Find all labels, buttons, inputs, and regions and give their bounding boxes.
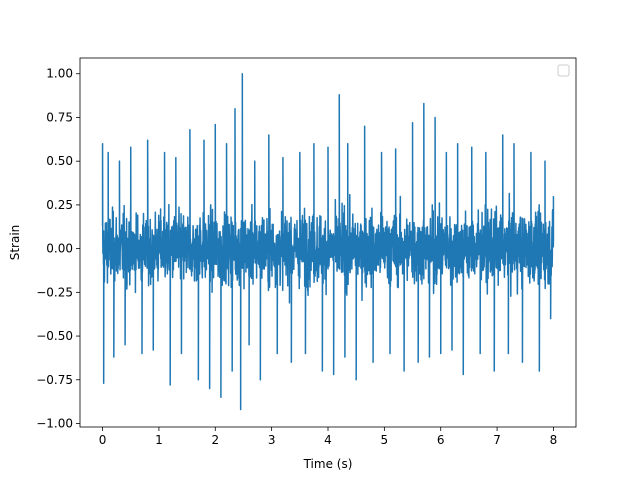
y-tick-label: −0.75 — [36, 373, 73, 387]
x-tick-label: 8 — [550, 433, 558, 447]
legend-box — [557, 64, 570, 77]
x-tick-label: 4 — [324, 433, 332, 447]
x-tick-label: 7 — [493, 433, 501, 447]
series-layer — [101, 72, 555, 411]
y-tick-label: 0.00 — [46, 242, 73, 256]
y-tick-label: 0.25 — [46, 198, 73, 212]
y-axis-label: Strain — [8, 225, 22, 261]
x-axis-label: Time (s) — [303, 457, 353, 471]
x-tick-label: 2 — [211, 433, 219, 447]
y-tick-label: −0.50 — [36, 329, 73, 343]
x-tick-label: 6 — [437, 433, 445, 447]
y-axis-ticks: −1.00 −0.75 −0.50 −0.25 0.00 0.25 0.50 0.75 1.00 — [36, 67, 80, 431]
strain-series-line — [101, 72, 555, 411]
y-tick-label: 0.50 — [46, 154, 73, 168]
y-tick-label: −1.00 — [36, 417, 73, 431]
y-tick-label: −0.25 — [36, 285, 73, 299]
y-tick-label: 0.75 — [46, 110, 73, 124]
x-tick-label: 0 — [99, 433, 107, 447]
x-tick-label: 3 — [268, 433, 276, 447]
x-axis-ticks: 0 1 2 3 4 5 6 7 8 — [99, 427, 558, 447]
y-tick-label: 1.00 — [46, 67, 73, 81]
x-tick-label: 1 — [155, 433, 163, 447]
x-tick-label: 5 — [381, 433, 389, 447]
